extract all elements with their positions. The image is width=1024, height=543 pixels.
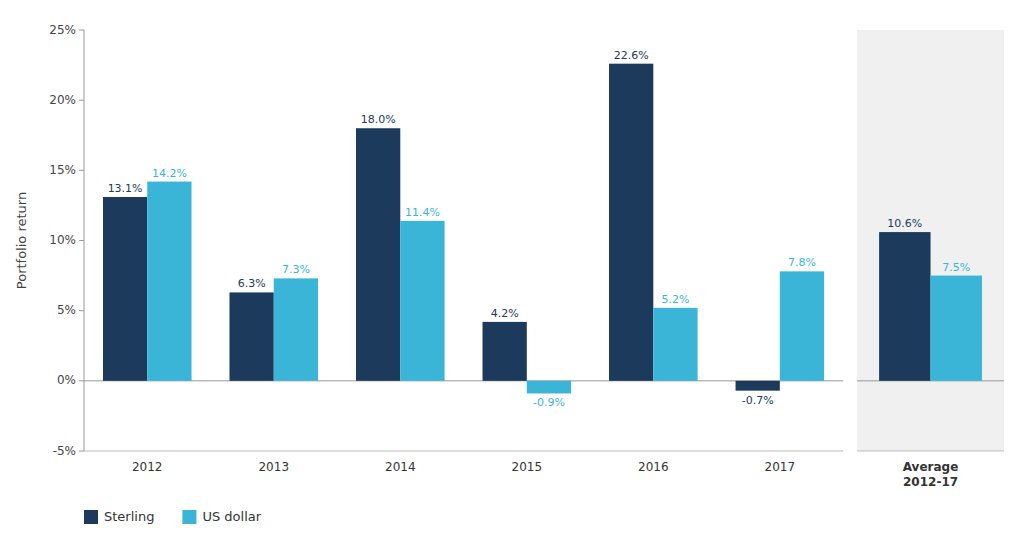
bar: [780, 271, 824, 380]
bar: [103, 197, 147, 381]
legend-label: US dollar: [202, 509, 261, 524]
zero-line: [84, 380, 843, 381]
panel: 10.6% 7.5% Average2012-17: [857, 30, 1004, 489]
legend-swatch: [182, 510, 196, 524]
x-tick-label: 2012: [132, 460, 163, 474]
x-tick-label-line: 2017: [765, 460, 796, 474]
bar: [736, 381, 780, 391]
y-tick-label: 15%: [49, 163, 76, 177]
data-label: 10.6%: [887, 217, 922, 230]
data-label: 11.4%: [405, 206, 440, 219]
y-tick-label: -5%: [53, 444, 76, 458]
y-tick-label: 25%: [49, 23, 76, 37]
x-tick-label-line: 2013: [258, 460, 289, 474]
x-tick-label: 2016: [638, 460, 669, 474]
data-label: 22.6%: [614, 49, 649, 62]
data-labels: 10.6% 7.5%: [887, 217, 970, 274]
x-tick-label: 2015: [512, 460, 543, 474]
y-tick-label: 5%: [57, 303, 76, 317]
y-tick: [79, 310, 84, 311]
x-tick-label-line: Average: [903, 460, 959, 474]
x-tick-label-line: 2015: [512, 460, 543, 474]
bar: [229, 292, 273, 380]
x-tick-label: 2013: [258, 460, 289, 474]
data-label: 7.8%: [788, 256, 816, 269]
y-tick: [79, 30, 84, 31]
y-tick: [79, 240, 84, 241]
x-tick-label: Average2012-17: [903, 460, 959, 489]
x-tick-label-line: 2012-17: [903, 475, 958, 489]
data-label: 7.3%: [282, 263, 310, 276]
data-label: 14.2%: [152, 167, 187, 180]
bar: [527, 381, 571, 394]
data-label: 7.5%: [942, 261, 970, 274]
bar: [653, 308, 697, 381]
panel-background: [857, 30, 1004, 451]
data-label: 4.2%: [491, 307, 519, 320]
y-tick: [79, 100, 84, 101]
x-tick-label: 2014: [385, 460, 416, 474]
bar: [879, 232, 930, 381]
data-label: -0.9%: [533, 396, 565, 409]
bars: [879, 232, 982, 381]
y-tick-label: 20%: [49, 93, 76, 107]
legend-swatch: [84, 510, 98, 524]
bars: [103, 64, 824, 394]
x-tick-label-line: 2016: [638, 460, 669, 474]
y-tick-label: 10%: [49, 233, 76, 247]
data-label: 13.1%: [108, 182, 143, 195]
chart: -5% 0% 5% 10% 15% 20% 25% Portfolio return 13.1%…: [0, 0, 1024, 543]
x-tick-label-line: 2014: [385, 460, 416, 474]
y-axis-label: Portfolio return: [14, 192, 29, 289]
bar: [274, 278, 318, 380]
y-tick: [79, 170, 84, 171]
data-label: 6.3%: [238, 277, 266, 290]
x-axis-line: [84, 451, 843, 452]
bar: [147, 182, 191, 381]
panel: -5% 0% 5% 10% 15% 20% 25% Portfolio return 13.1%…: [14, 23, 843, 525]
x-tick-label-line: 2012: [132, 460, 163, 474]
data-label: -0.7%: [742, 394, 774, 407]
bar: [356, 128, 400, 381]
data-label: 18.0%: [361, 113, 396, 126]
bar: [483, 322, 527, 381]
data-label: 5.2%: [661, 293, 689, 306]
bar: [609, 64, 653, 381]
x-tick-label: 2017: [765, 460, 796, 474]
legend: Sterling US dollar: [84, 509, 262, 524]
data-labels: 13.1% 14.2% 6.3% 7.3% 18.0% 11.4% 4.2% -0.9% 22.…: [108, 49, 816, 410]
y-tick-label: 0%: [57, 373, 76, 387]
legend-label: Sterling: [104, 509, 154, 524]
y-tick: [79, 380, 84, 381]
bar: [931, 276, 982, 381]
y-tick: [79, 451, 84, 452]
x-axis-line: [857, 451, 1004, 452]
bar: [400, 221, 444, 381]
